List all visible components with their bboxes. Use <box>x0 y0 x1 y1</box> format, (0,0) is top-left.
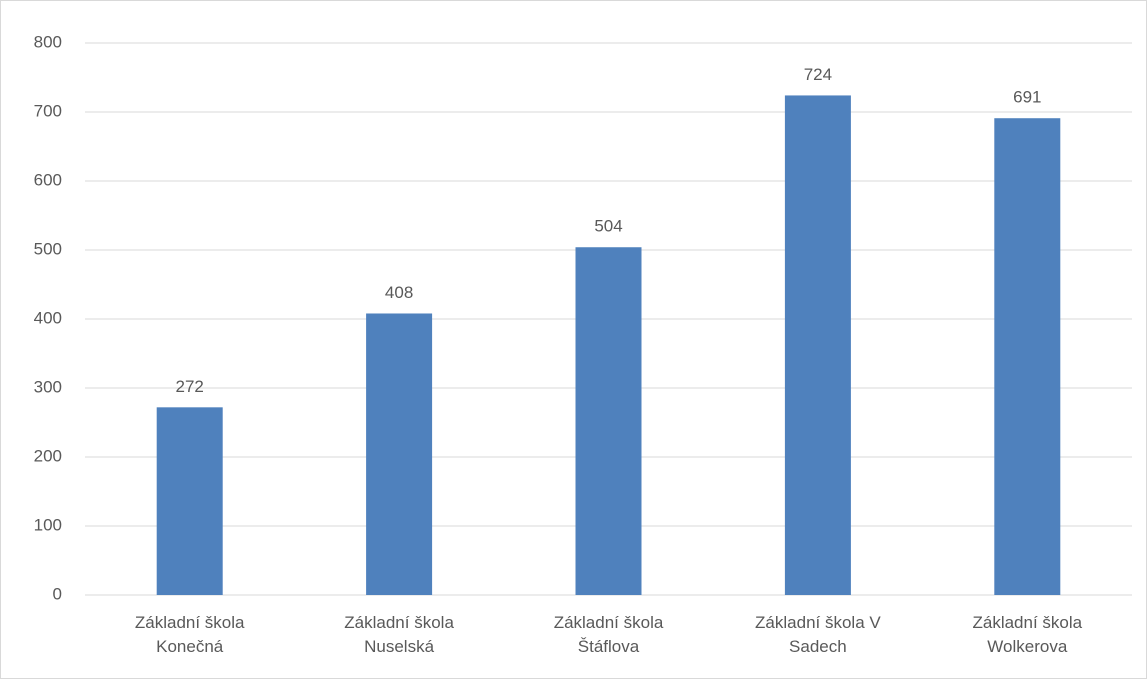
x-tick-label: Základní škola V Sadech <box>755 613 881 656</box>
bar <box>994 118 1061 596</box>
y-tick-label: 200 <box>34 446 62 465</box>
x-tick-label: Základní škola Konečná <box>134 613 245 656</box>
y-tick-label: 500 <box>34 239 62 258</box>
data-label: 691 <box>1013 88 1041 107</box>
y-tick-label: 700 <box>34 101 62 120</box>
x-tick-label: Základní škola Wolkerova <box>972 613 1083 656</box>
y-tick-label: 800 <box>34 32 62 51</box>
bar <box>575 247 642 596</box>
data-label: 724 <box>804 65 832 84</box>
data-label: 408 <box>385 283 413 302</box>
bar <box>156 407 223 595</box>
y-tick-label: 100 <box>34 515 62 534</box>
y-tick-label: 400 <box>34 308 62 327</box>
data-label: 272 <box>176 377 204 396</box>
data-label: 504 <box>594 217 622 236</box>
bar <box>366 313 433 595</box>
y-tick-label: 600 <box>34 170 62 189</box>
y-tick-label: 300 <box>34 377 62 396</box>
x-tick-label: Základní škola Nuselská <box>344 613 454 656</box>
x-tick-label: Základní škola Štáflova <box>553 613 664 656</box>
bar <box>784 95 851 595</box>
y-tick-label: 0 <box>53 584 62 603</box>
